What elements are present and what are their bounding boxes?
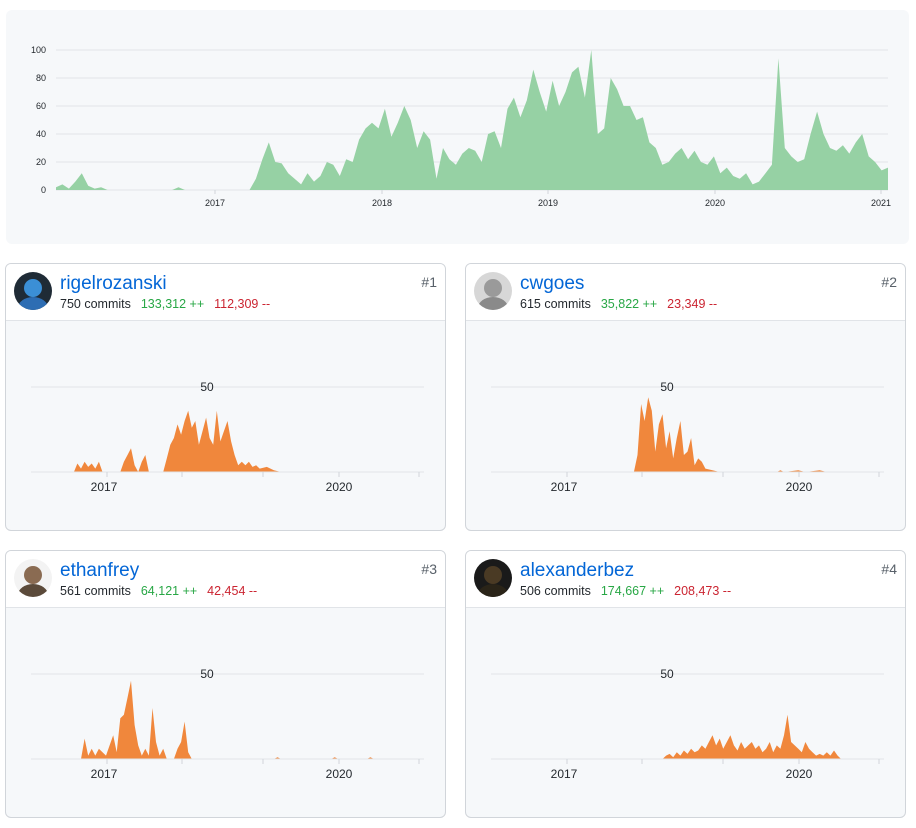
additions-count: 35,822 ++ (600, 297, 658, 311)
additions-count: 133,312 ++ (140, 297, 205, 311)
avatar[interactable] (14, 559, 52, 597)
commit-count[interactable]: 750 commits (60, 297, 131, 311)
y-tick-label: 20 (36, 157, 46, 167)
contributor-rank: #4 (881, 561, 897, 577)
contributor-header: rigelrozanski 750 commits 133,312 ++ 112,3… (6, 264, 445, 321)
series-area (491, 397, 884, 472)
contributor-rank: #2 (881, 274, 897, 290)
additions-count: 174,667 ++ (600, 584, 665, 598)
deletions-count: 23,349 -- (667, 297, 718, 311)
y-tick-label: 40 (36, 129, 46, 139)
contributor-stats: 750 commits 133,312 ++ 112,309 -- (60, 297, 270, 311)
avatar[interactable] (474, 559, 512, 597)
overview-area-chart: 0 20 40 60 80 100 2017 2018 2019 2020 2021 (31, 45, 891, 208)
x-tick-label: 2020 (786, 767, 813, 781)
contributor-username-link[interactable]: alexanderbez (520, 560, 635, 581)
x-tick-label: 2017 (205, 198, 225, 208)
x-tick-label: 2020 (705, 198, 725, 208)
contributor-stats: 561 commits 64,121 ++ 42,454 -- (60, 584, 257, 598)
contributions-overview-chart: 0 20 40 60 80 100 2017 2018 2019 2020 2021 (6, 10, 909, 244)
avatar-image (14, 272, 52, 310)
contributor-stats: 615 commits 35,822 ++ 23,349 -- (520, 297, 717, 311)
x-tick-label: 2019 (538, 198, 558, 208)
commit-count[interactable]: 561 commits (60, 584, 131, 598)
y-tick-label: 50 (660, 667, 674, 681)
contributor-activity-chart: 50 2017 2020 (491, 380, 884, 494)
x-tick-label: 2017 (91, 767, 118, 781)
avatar-image (474, 272, 512, 310)
series-area (56, 50, 888, 190)
series-area (31, 410, 424, 472)
contributor-activity-chart: 50 2017 2020 (31, 667, 424, 781)
contributor-activity-chart: 50 2017 2020 (491, 667, 884, 781)
x-tick-label: 2017 (551, 767, 578, 781)
y-tick-label: 60 (36, 101, 46, 111)
avatar[interactable] (14, 272, 52, 310)
contributor-card: rigelrozanski 750 commits 133,312 ++ 112,3… (5, 263, 446, 531)
x-tick-label: 2017 (551, 480, 578, 494)
y-tick-label: 50 (200, 380, 214, 394)
y-tick-label: 50 (200, 667, 214, 681)
contributor-header: ethanfrey 561 commits 64,121 ++ 42,454 -- … (6, 551, 445, 608)
y-tick-label: 100 (31, 45, 46, 55)
contributor-activity-chart: 50 2017 2020 (31, 380, 424, 494)
contributor-card: alexanderbez 506 commits 174,667 ++ 208,47… (465, 550, 906, 818)
avatar-image (14, 559, 52, 597)
contributor-header: cwgoes 615 commits 35,822 ++ 23,349 -- #2 (466, 264, 905, 321)
series-area (31, 680, 424, 759)
avatar[interactable] (474, 272, 512, 310)
contributor-username-link[interactable]: cwgoes (520, 273, 585, 294)
x-tick-label: 2020 (326, 480, 353, 494)
deletions-count: 208,473 -- (674, 584, 732, 598)
contributor-stats: 506 commits 174,667 ++ 208,473 -- (520, 584, 731, 598)
contributor-card: ethanfrey 561 commits 64,121 ++ 42,454 -- … (5, 550, 446, 818)
deletions-count: 42,454 -- (207, 584, 258, 598)
y-tick-label: 80 (36, 73, 46, 83)
avatar-image (474, 559, 512, 597)
commit-count[interactable]: 615 commits (520, 297, 591, 311)
contributor-card: cwgoes 615 commits 35,822 ++ 23,349 -- #2 … (465, 263, 906, 531)
series-area (491, 714, 884, 759)
x-tick-label: 2020 (786, 480, 813, 494)
contributor-rank: #1 (421, 274, 437, 290)
y-tick-label: 50 (660, 380, 674, 394)
contributor-rank: #3 (421, 561, 437, 577)
x-tick-label: 2017 (91, 480, 118, 494)
additions-count: 64,121 ++ (140, 584, 198, 598)
contributor-header: alexanderbez 506 commits 174,667 ++ 208,47… (466, 551, 905, 608)
deletions-count: 112,309 -- (214, 297, 271, 311)
contributor-username-link[interactable]: rigelrozanski (60, 273, 167, 294)
commit-count[interactable]: 506 commits (520, 584, 591, 598)
x-tick-label: 2021 (871, 198, 891, 208)
x-tick-label: 2018 (372, 198, 392, 208)
y-tick-label: 0 (41, 185, 46, 195)
x-tick-label: 2020 (326, 767, 353, 781)
contributor-username-link[interactable]: ethanfrey (60, 560, 140, 581)
